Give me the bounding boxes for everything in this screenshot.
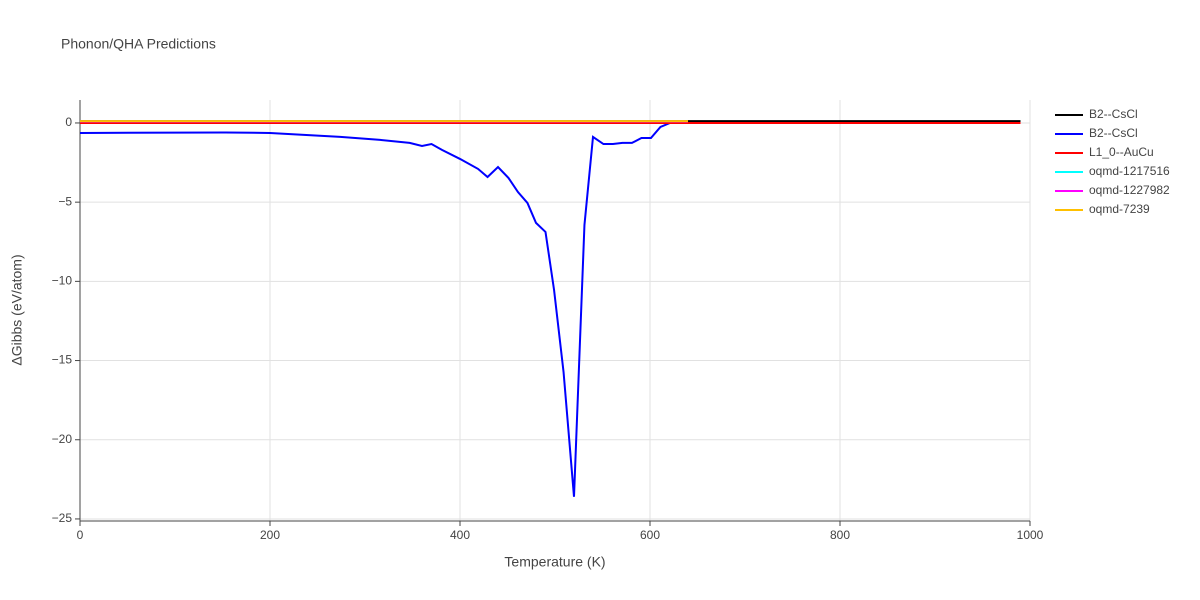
y-axis-label: ΔGibbs (eV/atom) — [9, 254, 25, 365]
x-tick-label: 600 — [640, 528, 660, 542]
chart-title: Phonon/QHA Predictions — [61, 36, 216, 52]
y-tick-label: −5 — [58, 194, 72, 208]
x-tick-label: 400 — [450, 528, 470, 542]
legend-label: L1_0--AuCu — [1089, 145, 1154, 159]
y-tick-label: −25 — [52, 511, 73, 525]
x-tick-label: 1000 — [1017, 528, 1044, 542]
x-tick-label: 800 — [830, 528, 850, 542]
y-tick-label: −10 — [52, 274, 73, 288]
legend-label: B2--CsCl — [1089, 126, 1138, 140]
legend-label: oqmd-1227982 — [1089, 183, 1170, 197]
legend-label: oqmd-7239 — [1089, 202, 1150, 216]
legend-label: oqmd-1217516 — [1089, 164, 1170, 178]
legend-label: B2--CsCl — [1089, 107, 1138, 121]
x-axis-label: Temperature (K) — [504, 554, 605, 570]
x-tick-label: 200 — [260, 528, 280, 542]
y-tick-label: 0 — [65, 115, 72, 129]
series-line — [79, 121, 1021, 497]
y-tick-label: −15 — [52, 353, 73, 367]
x-tick-label: 0 — [77, 528, 84, 542]
y-tick-label: −20 — [52, 432, 73, 446]
